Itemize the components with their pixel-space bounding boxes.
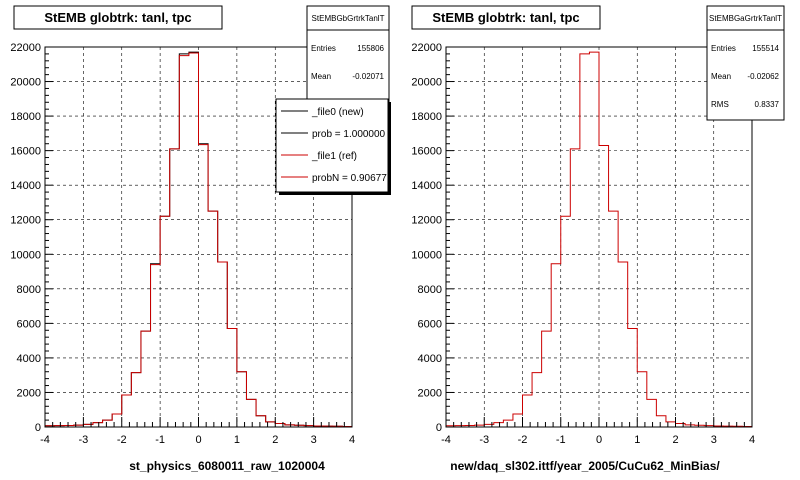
stats-value: 155514	[752, 44, 779, 53]
y-tick-label: 12000	[10, 215, 41, 227]
stats-box	[306, 5, 390, 111]
y-tick-label: 4000	[17, 353, 41, 365]
chart-title: StEMB globtrk: tanl, tpc	[432, 10, 579, 25]
y-tick-label: 12000	[411, 215, 442, 227]
y-tick-label: 0	[35, 422, 41, 434]
x-tick-label: 2	[672, 434, 678, 446]
chart-panel-1: -4 -3 -2 -1 0 1 2 3 4 0 2000 4000 6000 8000 10000 12000…	[10, 5, 393, 473]
x-tick-label: -3	[78, 434, 88, 446]
stats-value: 0.8337	[755, 100, 780, 109]
legend-label: _file0 (new)	[311, 107, 364, 118]
y-tick-label: 18000	[411, 111, 442, 123]
y-tick-label: 6000	[418, 318, 442, 330]
y-tick-label: 2000	[418, 387, 442, 399]
stats-label: Mean	[711, 72, 731, 81]
x-tick-label: -3	[479, 434, 489, 446]
x-tick-label: 4	[749, 434, 755, 446]
stats-name: StEMBGaGrtrkTanlT	[709, 14, 782, 23]
y-tick-label: 22000	[10, 42, 41, 54]
x-tick-label: -1	[556, 434, 566, 446]
y-tick-label: 14000	[10, 180, 41, 192]
stats-box	[706, 5, 785, 121]
y-tick-label: 20000	[411, 77, 442, 89]
y-tick-label: 4000	[418, 353, 442, 365]
y-tick-label: 20000	[10, 77, 41, 89]
y-tick-label: 10000	[10, 249, 41, 261]
y-tick-label: 16000	[411, 146, 442, 158]
x-tick-label: -1	[155, 434, 165, 446]
stats-value: -0.02062	[747, 72, 779, 81]
stats-label: Entries	[711, 44, 736, 53]
x-tick-label: 1	[234, 434, 240, 446]
x-tick-label: 3	[311, 434, 317, 446]
stats-value: -0.02071	[352, 72, 384, 81]
x-tick-label: -2	[518, 434, 528, 446]
y-tick-label: 18000	[10, 111, 41, 123]
chart-panel-2: -4 -3 -2 -1 0 1 2 3 4 0 2000 4000 6000 8000 10000 12000…	[411, 5, 785, 473]
x-tick-label: -4	[441, 434, 451, 446]
x-tick-label: 4	[349, 434, 355, 446]
legend-label: probN = 0.906778	[312, 173, 393, 184]
y-tick-label: 6000	[17, 318, 41, 330]
title-box	[13, 5, 223, 30]
stats-value: 155806	[357, 44, 384, 53]
y-tick-label: 22000	[411, 42, 442, 54]
x-axis-label: st_physics_6080011_raw_1020004	[129, 459, 325, 473]
x-tick-label: 1	[634, 434, 640, 446]
y-tick-label: 0	[436, 422, 442, 434]
y-tick-label: 16000	[10, 146, 41, 158]
y-tick-label: 14000	[411, 180, 442, 192]
legend-label: _file1 (ref)	[311, 151, 357, 162]
x-tick-label: 3	[711, 434, 717, 446]
legend-entries: _file0 (new) prob = 1.000000 _file1 (ref) p…	[281, 107, 393, 184]
x-tick-label: -2	[117, 434, 127, 446]
y-tick-label: 8000	[17, 284, 41, 296]
x-tick-label: -4	[40, 434, 50, 446]
stats-label: Mean	[311, 72, 331, 81]
x-tick-label: 2	[272, 434, 278, 446]
x-tick-label: 0	[596, 434, 602, 446]
y-tick-label: 2000	[17, 387, 41, 399]
x-tick-label: 0	[195, 434, 201, 446]
histogram-series-2	[44, 52, 353, 427]
stats-label: Entries	[311, 44, 336, 53]
stats-name: StEMBGbGrtrkTanlT	[312, 14, 385, 23]
histogram-series-1	[445, 51, 753, 427]
y-tick-label: 8000	[418, 284, 442, 296]
x-axis-label: new/daq_sl302.ittf/year_2005/CuCu62_MinB…	[450, 459, 720, 473]
stats-label: RMS	[711, 100, 729, 109]
y-tick-label: 10000	[411, 249, 442, 261]
title-box	[411, 5, 601, 30]
legend-label: prob = 1.000000	[312, 129, 386, 140]
chart-title: StEMB globtrk: tanl, tpc	[44, 10, 191, 25]
